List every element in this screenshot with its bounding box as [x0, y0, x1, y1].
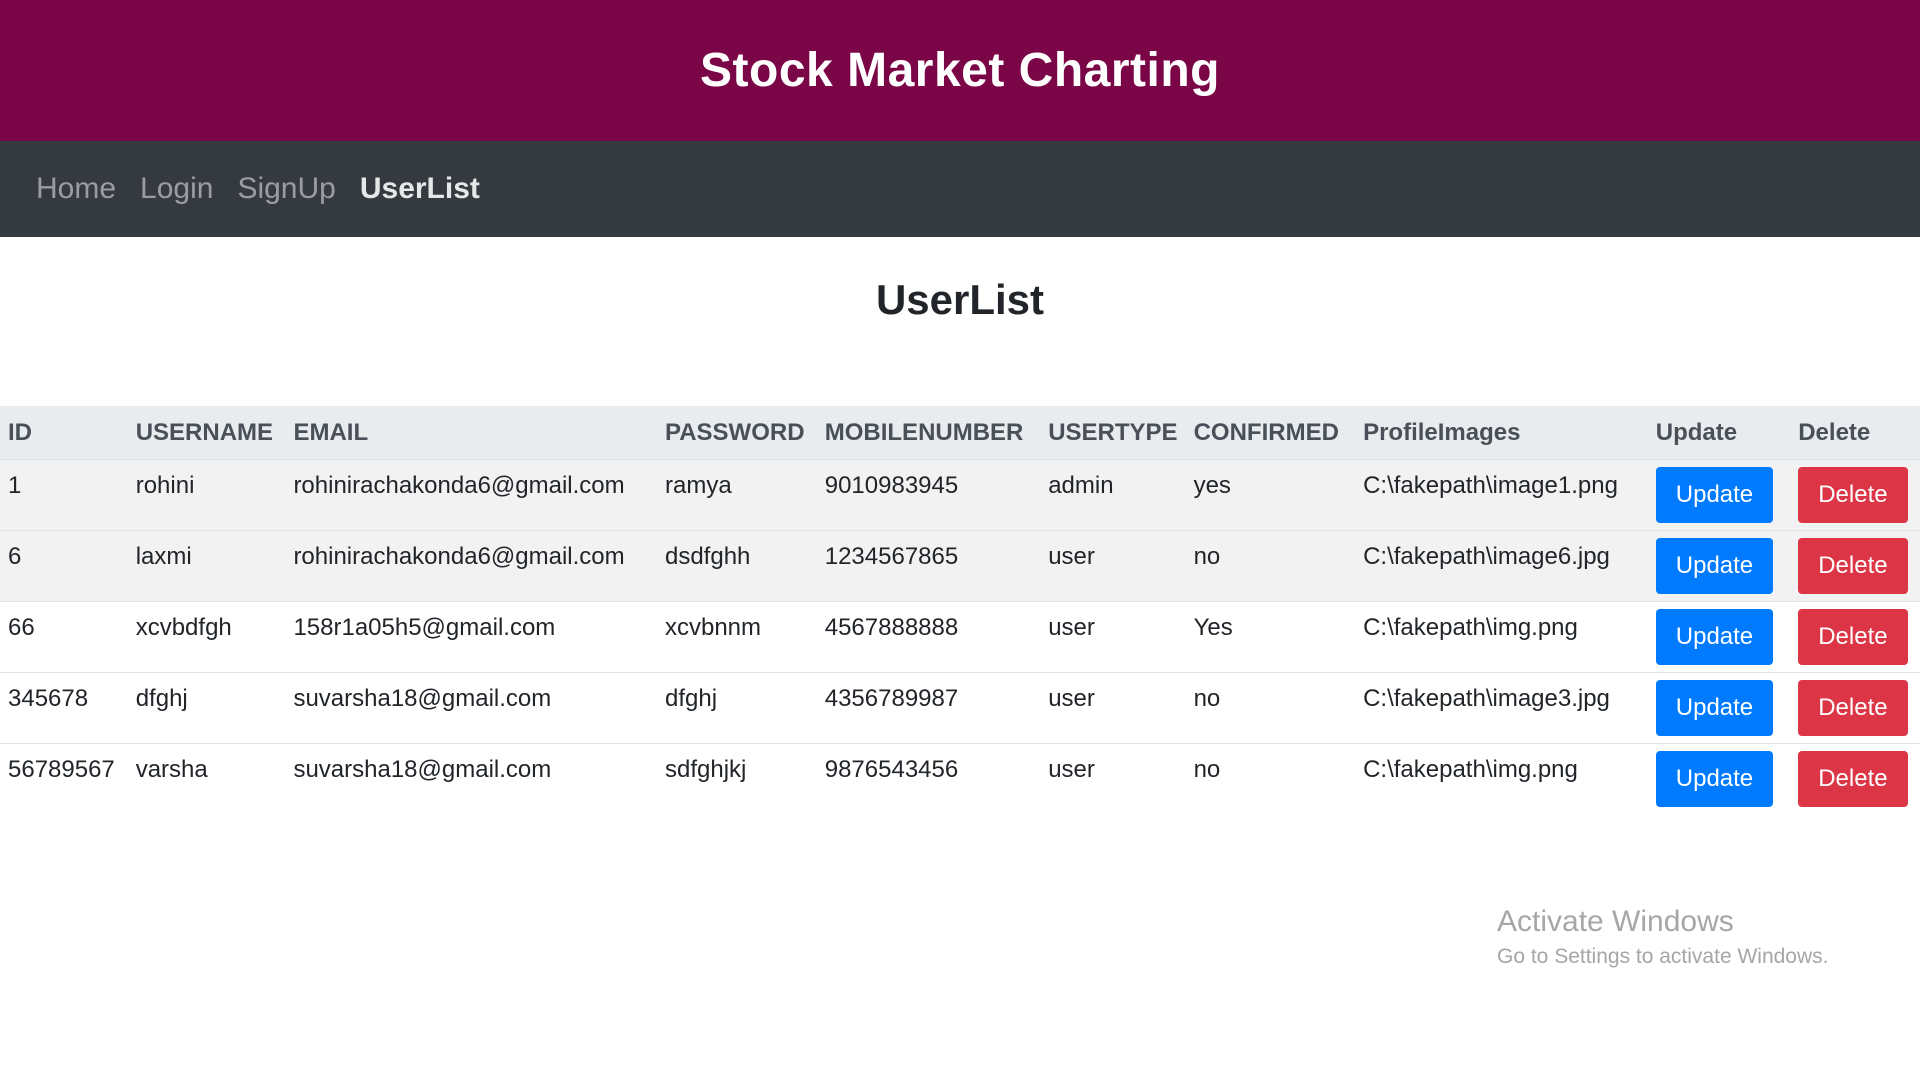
cell-confirmed: no [1185, 743, 1356, 815]
delete-button[interactable]: Delete [1798, 467, 1908, 523]
cell-username: laxmi [127, 530, 286, 602]
column-header-password: PASSWORD [656, 406, 817, 460]
cell-update: Update [1647, 459, 1791, 531]
delete-button[interactable]: Delete [1798, 680, 1908, 736]
cell-usertype: user [1040, 672, 1186, 744]
cell-update: Update [1647, 601, 1791, 673]
user-table: ID USERNAME EMAIL PASSWORD MOBILENUMBER … [0, 406, 1920, 815]
page-title: UserList [875, 276, 1045, 323]
table-row: 56789567 varsha suvarsha18@gmail.com sdf… [0, 743, 1920, 815]
column-header-usertype: USERTYPE [1040, 406, 1186, 460]
cell-email: rohinirachakonda6@gmail.com [285, 459, 657, 531]
cell-id: 1 [0, 459, 128, 531]
watermark-subtitle: Go to Settings to activate Windows. [1497, 945, 1829, 968]
column-header-confirmed: CONFIRMED [1185, 406, 1356, 460]
app-title: Stock Market Charting [700, 44, 1220, 97]
cell-update: Update [1647, 530, 1791, 602]
update-button[interactable]: Update [1655, 538, 1774, 594]
cell-mobile: 9010983945 [816, 459, 1041, 531]
update-button[interactable]: Update [1655, 751, 1774, 807]
cell-password: sdfghjkj [656, 743, 817, 815]
cell-mobile: 4356789987 [816, 672, 1041, 744]
cell-usertype: user [1040, 601, 1186, 673]
cell-profile-image: C:\fakepath\img.png [1355, 743, 1648, 815]
cell-delete: Delete [1790, 743, 1920, 815]
cell-username: varsha [127, 743, 286, 815]
cell-mobile: 1234567865 [816, 530, 1041, 602]
delete-button[interactable]: Delete [1798, 751, 1908, 807]
cell-email: 158r1a05h5@gmail.com [285, 601, 657, 673]
nav-userlist[interactable]: UserList [359, 172, 480, 205]
update-button[interactable]: Update [1655, 680, 1774, 736]
app-header: Stock Market Charting [0, 0, 1920, 141]
cell-confirmed: no [1185, 672, 1356, 744]
update-button[interactable]: Update [1655, 467, 1774, 523]
cell-id: 345678 [0, 672, 128, 744]
cell-mobile: 4567888888 [816, 601, 1041, 673]
navbar: Home Login SignUp UserList [0, 141, 1920, 237]
cell-password: xcvbnnm [656, 601, 817, 673]
column-header-update: Update [1647, 406, 1791, 460]
update-button[interactable]: Update [1655, 609, 1774, 665]
cell-id: 56789567 [0, 743, 128, 815]
cell-mobile: 9876543456 [816, 743, 1041, 815]
table-row: 66 xcvbdfgh 158r1a05h5@gmail.com xcvbnnm… [0, 601, 1920, 673]
cell-confirmed: Yes [1185, 601, 1356, 673]
activate-windows-watermark: Activate Windows Go to Settings to activ… [1497, 905, 1829, 969]
table-row: 345678 dfghj suvarsha18@gmail.com dfghj … [0, 672, 1920, 744]
cell-delete: Delete [1790, 672, 1920, 744]
cell-email: suvarsha18@gmail.com [285, 743, 657, 815]
delete-button[interactable]: Delete [1798, 538, 1908, 594]
cell-id: 6 [0, 530, 128, 602]
cell-confirmed: yes [1185, 459, 1356, 531]
cell-delete: Delete [1790, 601, 1920, 673]
delete-button[interactable]: Delete [1798, 609, 1908, 665]
cell-update: Update [1647, 672, 1791, 744]
cell-delete: Delete [1790, 459, 1920, 531]
cell-profile-image: C:\fakepath\image6.jpg [1355, 530, 1648, 602]
nav-login[interactable]: Login [140, 172, 214, 205]
cell-password: dfghj [656, 672, 817, 744]
watermark-title: Activate Windows [1497, 905, 1734, 938]
column-header-username: USERNAME [127, 406, 286, 460]
cell-password: dsdfghh [656, 530, 817, 602]
nav-home[interactable]: Home [36, 172, 117, 205]
column-header-id: ID [0, 406, 128, 460]
nav-signup[interactable]: SignUp [237, 172, 336, 205]
cell-usertype: user [1040, 743, 1186, 815]
cell-update: Update [1647, 743, 1791, 815]
table-header-row: ID USERNAME EMAIL PASSWORD MOBILENUMBER … [0, 406, 1920, 460]
cell-usertype: user [1040, 530, 1186, 602]
cell-email: suvarsha18@gmail.com [285, 672, 657, 744]
column-header-profile-images: ProfileImages [1355, 406, 1648, 460]
cell-username: rohini [127, 459, 286, 531]
cell-usertype: admin [1040, 459, 1186, 531]
cell-email: rohinirachakonda6@gmail.com [285, 530, 657, 602]
cell-confirmed: no [1185, 530, 1356, 602]
cell-username: xcvbdfgh [127, 601, 286, 673]
table-row: 1 rohini rohinirachakonda6@gmail.com ram… [0, 459, 1920, 531]
column-header-delete: Delete [1790, 406, 1920, 460]
cell-password: ramya [656, 459, 817, 531]
column-header-mobile: MOBILENUMBER [816, 406, 1041, 460]
cell-profile-image: C:\fakepath\image1.png [1355, 459, 1648, 531]
cell-id: 66 [0, 601, 128, 673]
cell-username: dfghj [127, 672, 286, 744]
cell-delete: Delete [1790, 530, 1920, 602]
column-header-email: EMAIL [285, 406, 657, 460]
table-row: 6 laxmi rohinirachakonda6@gmail.com dsdf… [0, 530, 1920, 602]
cell-profile-image: C:\fakepath\img.png [1355, 601, 1648, 673]
cell-profile-image: C:\fakepath\image3.jpg [1355, 672, 1648, 744]
